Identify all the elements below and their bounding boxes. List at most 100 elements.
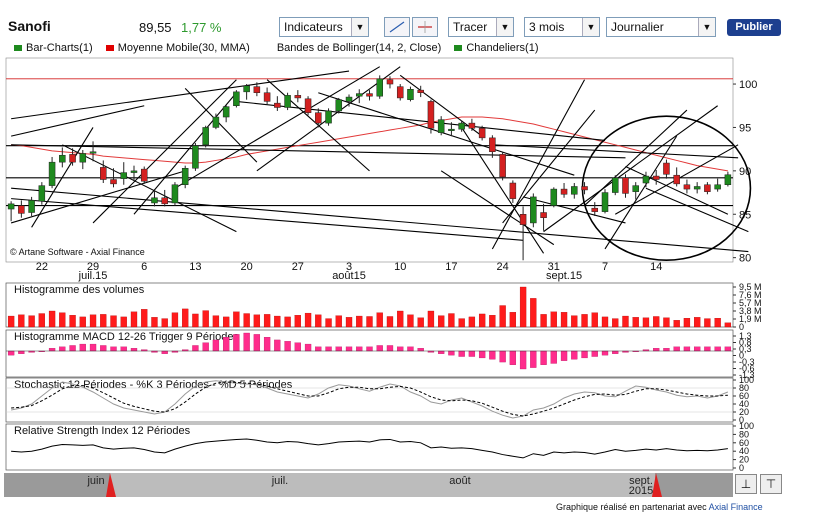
macd-bar	[499, 350, 506, 363]
volume-bar	[274, 315, 281, 328]
copyright-text: © Artane Software - Axial Finance	[10, 247, 145, 257]
candle-body	[294, 95, 302, 99]
volume-bar	[724, 322, 732, 328]
volume-bar	[622, 315, 629, 328]
candle-body	[622, 177, 629, 194]
pane-title: Histogramme des volumes	[14, 284, 145, 296]
candle-body	[714, 184, 721, 190]
legend-swatch	[14, 45, 22, 52]
volume-bar	[653, 316, 660, 328]
trend-line	[31, 127, 94, 228]
candle-body	[356, 93, 363, 97]
candlestick	[611, 175, 619, 196]
candlestick	[581, 182, 588, 195]
macd-bar	[663, 348, 670, 352]
legend-item-bar-charts[interactable]: Bar-Charts(1)	[14, 42, 93, 54]
candlestick	[601, 189, 609, 214]
y-tick-label: 20	[739, 455, 749, 465]
zoom-out-button[interactable]: ⊥	[735, 474, 757, 494]
trend-line	[11, 144, 626, 159]
macd-bar	[509, 350, 517, 365]
candle-body	[478, 128, 486, 139]
macd-bar	[489, 350, 496, 360]
navigator-month-label: sept.	[629, 475, 653, 487]
volume-bar	[243, 313, 250, 328]
candlestick	[110, 168, 117, 188]
candlestick	[263, 87, 271, 105]
period-select[interactable]: 3 mois ▼	[524, 17, 600, 37]
legend-item-bollinger[interactable]: Bandes de Bollinger(14, 2, Close)	[277, 42, 441, 54]
trend-line	[604, 135, 678, 250]
candle-body	[325, 110, 332, 124]
candle-body	[48, 161, 56, 186]
horizontal-line-icon	[418, 21, 432, 33]
candle-body	[366, 93, 373, 97]
volume-bar	[28, 315, 35, 328]
trend-line	[133, 92, 237, 215]
draw-line-button[interactable]	[384, 17, 410, 37]
trend-line	[584, 109, 688, 206]
y-tick-label: 60	[739, 438, 749, 448]
macd-bar	[100, 345, 107, 352]
macd-bar	[202, 342, 209, 352]
legend-item-moving-average[interactable]: Moyenne Mobile(30, MMA)	[105, 42, 250, 54]
y-tick-label: 5,7 M	[739, 298, 762, 308]
candlestick	[550, 187, 558, 208]
footer-link[interactable]: Axial Finance	[708, 502, 763, 512]
candlestick	[140, 166, 148, 184]
macd-bar	[212, 339, 220, 352]
candlestick	[530, 193, 537, 228]
draw-dropdown[interactable]: Tracer ▼	[448, 17, 514, 37]
y-tick-label: 100	[739, 375, 754, 385]
trend-line	[502, 109, 596, 224]
candlestick	[458, 120, 465, 132]
candlestick	[356, 89, 363, 104]
candlestick	[376, 75, 383, 99]
macd-bar	[325, 346, 332, 352]
interval-select[interactable]: Journalier ▼	[606, 17, 716, 37]
candlestick	[202, 125, 209, 148]
indicators-dropdown[interactable]: Indicateurs ▼	[279, 17, 369, 37]
candlestick	[89, 141, 97, 162]
candle-body	[222, 106, 230, 118]
trend-line	[11, 198, 524, 241]
macd-bar	[714, 346, 721, 352]
candlestick	[7, 201, 15, 222]
candle-body	[530, 196, 537, 224]
rsi-pane: Relative Strength Index 12 Périodes 10080…	[5, 421, 754, 473]
legend-label: Moyenne Mobile(30, MMA)	[117, 42, 250, 54]
rsi-line	[11, 438, 728, 459]
candlestick	[714, 178, 721, 192]
candlestick	[253, 82, 261, 97]
candlestick	[222, 104, 230, 123]
volume-bar	[263, 314, 271, 328]
volume-bar	[683, 318, 691, 328]
candlestick	[212, 113, 220, 130]
volume-bar	[601, 316, 609, 328]
y-tick-label: 95	[739, 122, 751, 134]
candle-body	[509, 182, 517, 199]
legend-item-candlesticks[interactable]: Chandeliers(1)	[454, 42, 539, 54]
navigator-month-label: juin	[86, 475, 104, 487]
macd-bar	[683, 346, 691, 352]
draw-horizontal-button[interactable]	[412, 17, 438, 37]
macd-bar	[530, 350, 537, 368]
macd-bar	[519, 350, 527, 370]
candlestick	[38, 182, 46, 205]
candle-body	[171, 184, 179, 204]
candlestick	[591, 202, 599, 216]
macd-bar	[458, 350, 465, 357]
trend-line	[11, 187, 749, 253]
candlestick	[59, 147, 66, 168]
publish-button[interactable]: Publier	[727, 19, 781, 36]
macd-bar	[356, 346, 363, 352]
candle-body	[386, 79, 394, 85]
zoom-in-button[interactable]: ⊤	[760, 474, 782, 494]
time-navigator[interactable]: juin juil. août sept.2015	[4, 473, 733, 497]
macd-bar	[704, 346, 711, 352]
y-tick-label: 100	[739, 79, 757, 91]
candle-body	[304, 98, 312, 113]
macd-bar	[7, 350, 15, 356]
candlestick	[325, 108, 332, 126]
